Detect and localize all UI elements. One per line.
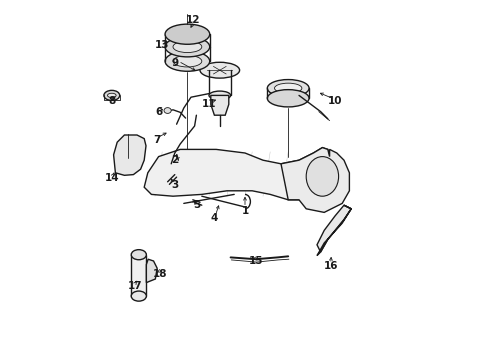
Ellipse shape — [164, 108, 171, 113]
Text: 11: 11 — [202, 99, 216, 109]
Polygon shape — [147, 259, 157, 283]
Ellipse shape — [165, 24, 210, 44]
Text: 14: 14 — [104, 173, 119, 183]
Polygon shape — [114, 135, 146, 175]
Ellipse shape — [131, 291, 147, 301]
Ellipse shape — [200, 62, 240, 78]
Text: 9: 9 — [171, 58, 178, 68]
Ellipse shape — [173, 55, 202, 67]
Text: 8: 8 — [108, 96, 116, 106]
Text: 4: 4 — [211, 213, 218, 223]
Ellipse shape — [173, 41, 202, 53]
Polygon shape — [317, 205, 351, 256]
Text: 15: 15 — [248, 256, 263, 266]
Ellipse shape — [131, 250, 147, 260]
Ellipse shape — [104, 90, 120, 100]
Ellipse shape — [107, 93, 116, 98]
Text: 12: 12 — [186, 15, 200, 25]
Ellipse shape — [165, 51, 210, 71]
Text: 7: 7 — [153, 135, 161, 145]
Ellipse shape — [268, 90, 309, 107]
Ellipse shape — [209, 91, 231, 100]
Text: 1: 1 — [242, 206, 248, 216]
Polygon shape — [281, 148, 349, 212]
Text: 6: 6 — [155, 107, 162, 117]
Ellipse shape — [274, 83, 302, 93]
Text: 5: 5 — [193, 200, 200, 210]
Ellipse shape — [268, 80, 309, 97]
Bar — [131, 255, 147, 296]
Polygon shape — [211, 95, 229, 115]
Text: 16: 16 — [324, 261, 339, 271]
Text: 13: 13 — [155, 40, 170, 50]
Polygon shape — [317, 205, 351, 252]
Text: 2: 2 — [171, 155, 178, 165]
Ellipse shape — [165, 37, 210, 57]
Text: 10: 10 — [328, 96, 342, 106]
Polygon shape — [144, 148, 330, 200]
Text: 18: 18 — [153, 269, 168, 279]
Ellipse shape — [306, 157, 339, 196]
Text: 3: 3 — [171, 180, 178, 190]
Text: 17: 17 — [128, 281, 143, 291]
